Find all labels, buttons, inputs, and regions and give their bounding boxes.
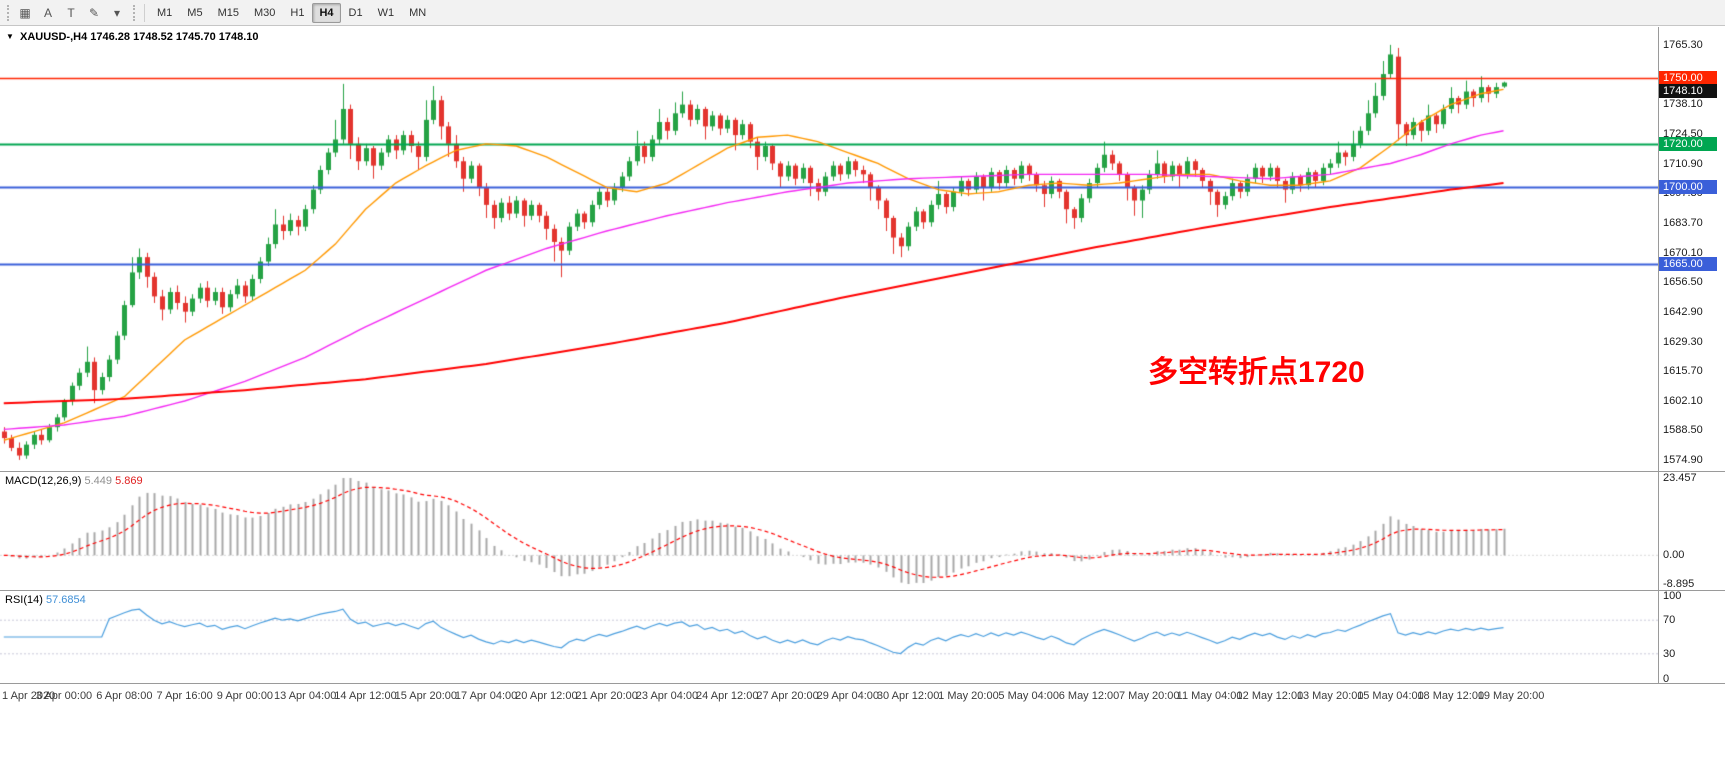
price-level-badge: 1700.00 (1659, 180, 1717, 195)
price-axis-label: 1765.30 (1663, 39, 1703, 52)
rsi-axis-label: 70 (1663, 614, 1676, 627)
price-axis-label: 1738.10 (1663, 98, 1703, 111)
rsi-value: 57.6854 (45, 594, 86, 606)
timeframe-toolbar: M1 M5 M15 M30 H1 H4 D1 W1 MN (150, 2, 433, 23)
rsi-axis-label: 0 (1663, 673, 1670, 685)
charts-grid-icon[interactable]: ▦ (19, 5, 31, 20)
time-axis-label: 17 Apr 04:00 (454, 690, 518, 702)
price-axis-label: 1710.90 (1663, 157, 1703, 170)
time-axis-label: 18 May 12:00 (1417, 690, 1485, 702)
time-axis-label: 20 Apr 12:00 (515, 690, 578, 702)
main-chart-canvas[interactable] (0, 27, 1658, 471)
price-axis[interactable]: 1765.301738.101724.501710.901697.301683.… (1658, 27, 1725, 471)
time-axis-label: 13 May 20:00 (1296, 690, 1364, 702)
rsi-axis-label: 30 (1663, 647, 1676, 660)
macd-axis-label: -8.895 (1663, 578, 1695, 590)
rsi-canvas[interactable] (0, 591, 1658, 683)
timeframe-h4-button[interactable]: H4 (312, 2, 341, 23)
quote-ohlc-values: 1746.28 1748.52 1745.70 1748.10 (90, 31, 259, 43)
time-axis-label: 1 Apr 2020 (2, 690, 56, 702)
time-axis-label: 7 May 20:00 (1119, 690, 1180, 702)
price-axis-label: 1656.50 (1663, 276, 1703, 289)
toolbar-grip[interactable] (7, 4, 9, 21)
time-axis-label: 23 Apr 04:00 (635, 690, 699, 702)
time-axis-label: 5 May 04:00 (998, 690, 1059, 702)
timeframe-m5-button[interactable]: M5 (187, 6, 203, 19)
toolbar: ▦ A T ✎ ▾ M1 M5 M15 M30 H1 H4 D1 W1 MN (0, 0, 1725, 26)
time-axis-label: 6 May 12:00 (1058, 690, 1120, 702)
timeframe-h1-button[interactable]: H1 (290, 6, 305, 19)
time-axis-label: 30 Apr 12:00 (876, 690, 940, 702)
timeframe-m30-button[interactable]: M30 (253, 6, 276, 19)
timeframe-m15-button[interactable]: M15 (217, 6, 239, 19)
price-axis-label: 1670.10 (1663, 246, 1703, 259)
timeframe-m1-button[interactable]: M1 (157, 6, 173, 19)
panel-separator[interactable] (0, 471, 1725, 472)
price-level-badge: 1748.10 (1659, 83, 1717, 98)
price-axis-label: 1642.90 (1663, 305, 1703, 318)
toolbar-separator (144, 3, 145, 22)
macd-name: MACD(12,26,9) (5, 475, 82, 487)
rsi-indicator-label: RSI(14) 57.6854 (5, 594, 86, 606)
macd-main-value: 5.449 (84, 475, 113, 487)
time-axis-label: 6 Apr 08:00 (96, 690, 153, 702)
time-axis-label: 9 Apr 00:00 (216, 690, 274, 702)
macd-axis[interactable]: 23.457 0.00 -8.895 (1658, 472, 1725, 590)
symbol-period-label: XAUUSD-,H4 (19, 31, 88, 43)
chart-area: ▼ XAUUSD-,H4 1746.28 1748.52 1745.70 174… (0, 27, 1725, 712)
rsi-name: RSI(14) (5, 594, 43, 606)
rsi-axis-label: 100 (1663, 590, 1682, 602)
price-level-badge: 1665.00 (1659, 256, 1717, 271)
time-axis-label: 7 Apr 16:00 (156, 690, 213, 702)
time-axis[interactable]: 1 Apr 2020 3 Apr 00:00 6 Apr 08:00 7 Apr 16… (0, 684, 1658, 712)
price-level-badge: 1720.00 (1659, 136, 1717, 151)
toolbar-grip[interactable] (133, 4, 135, 21)
macd-axis-label: 0.00 (1663, 549, 1685, 562)
macd-indicator-label: MACD(12,26,9) 5.449 5.869 (5, 475, 143, 487)
autoscroll-button[interactable]: A (43, 5, 52, 20)
price-axis-label: 1629.30 (1663, 335, 1703, 348)
price-axis-label: 1588.50 (1663, 424, 1703, 437)
time-axis-label: 14 Apr 12:00 (334, 690, 397, 702)
time-axis-label: 27 Apr 20:00 (756, 690, 819, 702)
one-click-trading-icon[interactable]: ▼ (6, 32, 14, 41)
time-axis-label: 1 May 20:00 (938, 690, 999, 702)
timeframe-w1-button[interactable]: W1 (377, 6, 395, 19)
time-axis-label: 15 Apr 20:00 (394, 690, 457, 702)
time-axis-label: 15 May 04:00 (1357, 690, 1424, 702)
time-axis-label: 19 May 20:00 (1477, 690, 1545, 702)
timeframe-d1-button[interactable]: D1 (348, 6, 363, 19)
time-axis-label: 24 Apr 12:00 (696, 690, 759, 702)
panel-separator[interactable] (0, 683, 1725, 684)
symbol-quote-line: ▼ XAUUSD-,H4 1746.28 1748.52 1745.70 174… (6, 31, 259, 43)
macd-canvas[interactable] (0, 472, 1658, 590)
timeframe-mn-button[interactable]: MN (409, 6, 427, 19)
price-axis-label: 1574.90 (1663, 454, 1703, 467)
price-axis-label: 1615.70 (1663, 365, 1703, 378)
toolbar-left-group: ▦ A T ✎ ▾ (14, 3, 128, 23)
macd-signal-value: 5.869 (115, 475, 143, 487)
rsi-axis[interactable]: 100 70 30 0 (1658, 590, 1725, 685)
panel-separator[interactable] (0, 590, 1725, 591)
macd-axis-label: 23.457 (1663, 472, 1697, 484)
time-axis-label: 3 Apr 00:00 (35, 690, 93, 702)
drawing-tools-caret-icon[interactable]: ▾ (113, 5, 121, 20)
price-level-badge: 1750.00 (1659, 71, 1717, 86)
time-axis-label: 21 Apr 20:00 (575, 690, 638, 702)
text-tool-button[interactable]: T (67, 5, 75, 20)
time-axis-label: 12 May 12:00 (1236, 690, 1304, 702)
axis-border-line (1658, 27, 1659, 683)
price-axis-label: 1683.70 (1663, 216, 1703, 229)
price-axis-label: 1602.10 (1663, 394, 1703, 407)
drawing-tools-button[interactable]: ✎ (88, 5, 100, 20)
chart-annotation-text: 多空转折点1720 (1148, 356, 1365, 389)
time-axis-label: 29 Apr 04:00 (816, 690, 880, 702)
time-axis-label: 11 May 04:00 (1176, 690, 1243, 702)
time-axis-label: 13 Apr 04:00 (274, 690, 337, 702)
